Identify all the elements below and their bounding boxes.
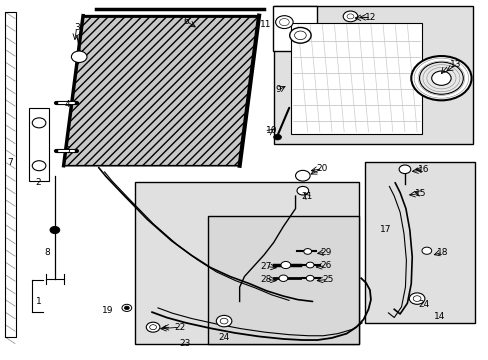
Text: 29: 29 xyxy=(320,248,331,257)
Text: 5: 5 xyxy=(64,146,70,155)
Text: 28: 28 xyxy=(260,275,271,284)
Text: 21: 21 xyxy=(301,192,312,201)
Circle shape xyxy=(281,261,290,269)
Circle shape xyxy=(346,14,353,19)
Text: 11: 11 xyxy=(259,20,271,29)
Circle shape xyxy=(220,318,227,324)
Text: 12: 12 xyxy=(365,13,376,22)
Circle shape xyxy=(412,296,420,301)
Circle shape xyxy=(305,275,313,281)
Text: 26: 26 xyxy=(320,261,331,270)
Text: 8: 8 xyxy=(44,248,50,257)
Circle shape xyxy=(146,322,160,332)
Text: 2: 2 xyxy=(35,178,41,187)
Bar xyxy=(5,12,16,337)
Circle shape xyxy=(398,165,410,174)
Circle shape xyxy=(294,31,305,40)
Circle shape xyxy=(50,226,60,234)
Text: 4: 4 xyxy=(64,100,70,109)
Bar xyxy=(290,23,421,134)
Circle shape xyxy=(289,27,310,43)
Text: 14: 14 xyxy=(433,312,445,321)
Circle shape xyxy=(122,304,131,311)
Circle shape xyxy=(32,161,46,171)
Bar xyxy=(29,108,49,181)
Circle shape xyxy=(273,134,281,140)
Text: 16: 16 xyxy=(417,166,428,175)
Text: 10: 10 xyxy=(265,126,276,135)
Bar xyxy=(135,182,358,343)
Text: 15: 15 xyxy=(414,189,426,198)
Circle shape xyxy=(279,275,287,282)
Circle shape xyxy=(408,293,424,304)
Circle shape xyxy=(421,247,431,254)
Text: 24: 24 xyxy=(418,300,429,309)
Text: 20: 20 xyxy=(316,164,327,173)
Text: 25: 25 xyxy=(322,275,333,284)
Bar xyxy=(273,6,472,144)
Text: 6: 6 xyxy=(183,17,189,26)
Circle shape xyxy=(279,18,288,26)
Circle shape xyxy=(71,51,87,63)
Bar xyxy=(30,280,60,312)
Bar xyxy=(272,6,317,51)
Text: 9: 9 xyxy=(275,85,281,94)
Text: 1: 1 xyxy=(37,297,42,306)
Circle shape xyxy=(32,118,46,128)
Bar xyxy=(365,162,474,323)
Circle shape xyxy=(124,306,129,310)
Circle shape xyxy=(296,186,308,195)
Polygon shape xyxy=(63,16,259,166)
Text: 13: 13 xyxy=(449,60,461,69)
Circle shape xyxy=(431,71,450,85)
Text: 3: 3 xyxy=(74,23,80,32)
Text: 23: 23 xyxy=(179,339,190,348)
Circle shape xyxy=(410,56,470,100)
Text: 19: 19 xyxy=(102,306,113,315)
Text: 7: 7 xyxy=(7,158,13,167)
Circle shape xyxy=(419,62,462,94)
Circle shape xyxy=(303,249,311,254)
Circle shape xyxy=(343,11,357,22)
Text: 24: 24 xyxy=(218,333,229,342)
Text: 17: 17 xyxy=(379,225,390,234)
Circle shape xyxy=(295,170,309,181)
Text: 22: 22 xyxy=(174,323,185,332)
Bar xyxy=(207,216,358,343)
Circle shape xyxy=(305,262,313,268)
Circle shape xyxy=(216,315,231,327)
Circle shape xyxy=(275,16,292,28)
Circle shape xyxy=(149,325,156,330)
Text: 18: 18 xyxy=(436,248,447,257)
Text: 27: 27 xyxy=(260,262,271,271)
